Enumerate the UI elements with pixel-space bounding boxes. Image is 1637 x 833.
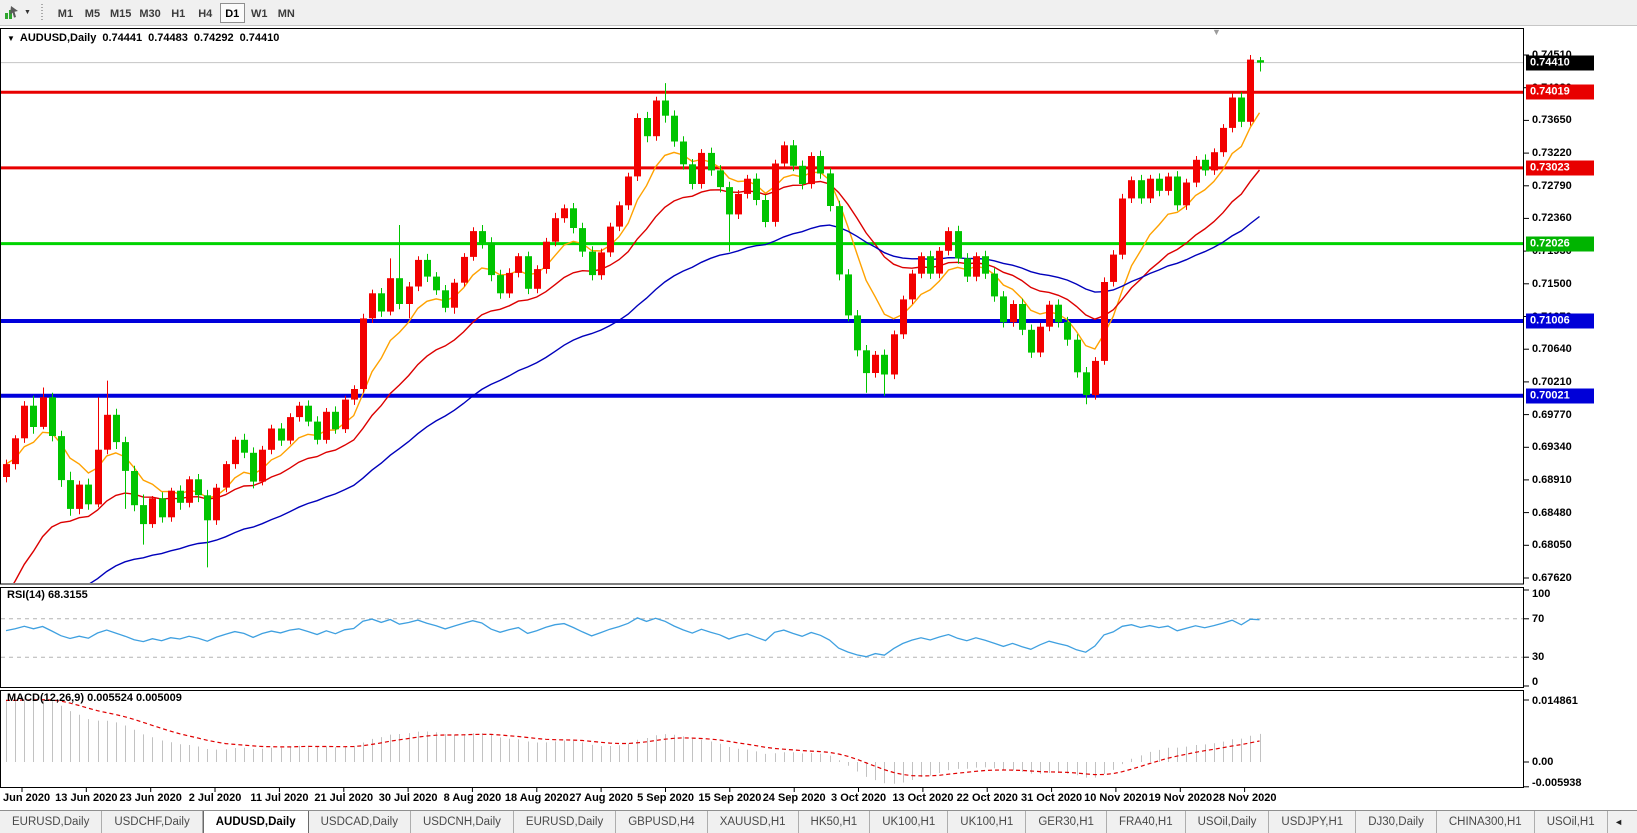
rsi-axis-tick: 100 [1532, 588, 1551, 600]
price-axis-tick: 0.69340 [1532, 441, 1572, 454]
time-axis-label: 5 Sep 2020 [637, 792, 694, 804]
chart-symbol-label: AUDUSD,Daily [19, 32, 97, 44]
timeframe-button-group: M1 M5 M15 M30 H1 H4 D1 W1 MN [52, 2, 300, 23]
chart-tab-hk50-h1[interactable]: HK50,H1 [798, 811, 871, 833]
tab-scroll-left-icon[interactable]: ◄ [1614, 817, 1624, 827]
chart-tab-dj30-daily[interactable]: DJ30,Daily [1356, 811, 1437, 833]
chart-tab-eurusd-daily[interactable]: EURUSD,Daily [0, 811, 103, 833]
time-axis-label: 13 Oct 2020 [892, 792, 954, 804]
time-axis-label: 23 Jun 2020 [119, 792, 182, 804]
chart-tab-xauusd-h1[interactable]: XAUUSD,H1 [707, 811, 799, 833]
price-axis-tick: 0.70210 [1532, 375, 1572, 388]
macd-axis-tick: -0.005938 [1532, 777, 1582, 789]
price-axis-tick: 0.69770 [1532, 408, 1572, 421]
chart-tab-usdchf-daily[interactable]: USDCHF,Daily [102, 811, 203, 833]
timeframe-button-m1[interactable]: M1 [57, 7, 74, 20]
price-badge-0.74410: 0.74410 [1526, 55, 1594, 71]
price-axis-tick: 0.71500 [1532, 277, 1572, 290]
time-axis-label: 15 Sep 2020 [698, 792, 762, 804]
time-axis-label: 18 Aug 2020 [504, 792, 569, 804]
chart-tab-gbpusd-h4[interactable]: GBPUSD,H4 [616, 811, 708, 833]
cursor-arrow-icon [4, 6, 18, 19]
chart-tab-usdcad-daily[interactable]: USDCAD,Daily [308, 811, 411, 833]
time-axis-label: 13 Jun 2020 [55, 792, 118, 804]
price-axis-tick: 0.68480 [1532, 506, 1572, 519]
time-axis-label: 10 Nov 2020 [1084, 792, 1148, 804]
time-axis-label: 3 Oct 2020 [831, 792, 887, 804]
macd-axis-tick: 0.00 [1532, 756, 1554, 768]
price-axis-tick: 0.72360 [1532, 212, 1572, 225]
rsi-axis-tick: 70 [1532, 612, 1545, 625]
price-axis-tick: 0.67620 [1532, 572, 1572, 584]
chart-tab-uk100-h1[interactable]: UK100,H1 [948, 811, 1027, 833]
tab-scrollers: ◄ ► [1608, 811, 1637, 833]
time-axis-label: 19 Nov 2020 [1148, 792, 1213, 804]
toolbar-grip-handle[interactable] [38, 3, 46, 22]
timeframe-button-mn[interactable]: MN [277, 7, 295, 20]
chart-tab-eurusd-daily[interactable]: EURUSD,Daily [513, 811, 617, 833]
price-axis-tick: 0.72790 [1532, 179, 1572, 192]
time-axis-label: 21 Jul 2020 [314, 792, 374, 804]
chart-tab-usoil-daily[interactable]: USOil,Daily [1185, 811, 1270, 833]
toolbar: ▼ M1 M5 M15 M30 H1 H4 D1 W1 MN [0, 0, 1637, 26]
price-axis-tick: 0.73220 [1532, 147, 1572, 160]
chart-tab-fra40-h1[interactable]: FRA40,H1 [1106, 811, 1186, 833]
time-axis-label: 28 Nov 2020 [1212, 792, 1277, 804]
timeframe-button-h4[interactable]: H4 [198, 7, 213, 20]
chart-tab-china300-h1[interactable]: CHINA300,H1 [1436, 811, 1535, 833]
chart-tab-ger30-h1[interactable]: GER30,H1 [1026, 811, 1107, 833]
timeframe-button-m15[interactable]: M15 [109, 7, 132, 20]
chart-shift-marker-icon[interactable]: ▼ [1212, 27, 1221, 37]
timeframe-button-m5[interactable]: M5 [84, 7, 101, 20]
macd-indicator-label: MACD(12,26,9) 0.005524 0.005009 [7, 692, 182, 704]
ohlc-close: 0.74410 [239, 32, 280, 44]
time-axis-label: 27 Aug 2020 [569, 792, 634, 804]
time-axis-label: 8 Aug 2020 [443, 792, 502, 804]
price-axis-tick: 0.68050 [1532, 539, 1572, 552]
time-axis-label: 24 Sep 2020 [762, 792, 826, 804]
ohlc-low: 0.74292 [193, 32, 234, 44]
time-axis-label: 4 Jun 2020 [0, 792, 51, 804]
chevron-down-icon[interactable]: ▼ [24, 9, 31, 16]
chart-tab-usoil-h1[interactable]: USOil,H1 [1534, 811, 1608, 833]
rsi-indicator-label: RSI(14) 68.3155 [7, 589, 88, 601]
price-badge-0.72026: 0.72026 [1526, 236, 1594, 252]
tab-scroll-right-icon[interactable]: ► [1630, 817, 1637, 827]
time-axis-label: 30 Jul 2020 [378, 792, 438, 804]
price-badge-0.70021: 0.70021 [1526, 388, 1594, 404]
time-axis-label: 11 Jul 2020 [250, 792, 309, 804]
timeframe-button-d1[interactable]: D1 [219, 2, 245, 23]
chart-cursor-tool-icon[interactable] [2, 4, 20, 22]
timeframe-button-w1[interactable]: W1 [251, 7, 268, 20]
ohlc-high: 0.74483 [148, 32, 188, 44]
ohlc-open: 0.74441 [102, 32, 143, 44]
rsi-axis-tick: 0 [1532, 676, 1539, 688]
chart-tabs: EURUSD,Daily USDCHF,Daily AUDUSD,Daily USDC… [0, 811, 1608, 833]
time-axis-label: 31 Oct 2020 [1021, 792, 1083, 804]
price-badge-0.71006: 0.71006 [1526, 313, 1594, 329]
chart-tab-usdjpy-h1[interactable]: USDJPY,H1 [1269, 811, 1357, 833]
collapse-triangle-icon[interactable]: ▼ [7, 33, 15, 43]
chart-tab-bar: EURUSD,Daily USDCHF,Daily AUDUSD,Daily USDC… [0, 810, 1637, 833]
chart-tab-uk100-h1[interactable]: UK100,H1 [870, 811, 949, 833]
macd-axis-tick: 0.014861 [1532, 695, 1578, 707]
timeframe-button-h1[interactable]: H1 [171, 7, 186, 20]
rsi-axis-tick: 30 [1532, 651, 1545, 664]
time-axis-label: 22 Oct 2020 [956, 792, 1018, 804]
price-axis-tick: 0.68910 [1532, 473, 1572, 486]
chart-title: ▼ AUDUSD,Daily 0.74441 0.74483 0.74292 0… [7, 32, 285, 44]
chart-tab-usdcnh-daily[interactable]: USDCNH,Daily [410, 811, 514, 833]
price-axis-tick: 0.70640 [1532, 343, 1572, 356]
price-axis-tick: 0.73650 [1532, 114, 1572, 127]
time-axis-label: 2 Jul 2020 [188, 792, 242, 804]
timeframe-button-m30[interactable]: M30 [139, 7, 161, 20]
price-badge-0.74019: 0.74019 [1526, 84, 1594, 100]
price-badge-0.73023: 0.73023 [1526, 160, 1594, 176]
chart-tab-audusd-daily[interactable]: AUDUSD,Daily [202, 811, 309, 833]
